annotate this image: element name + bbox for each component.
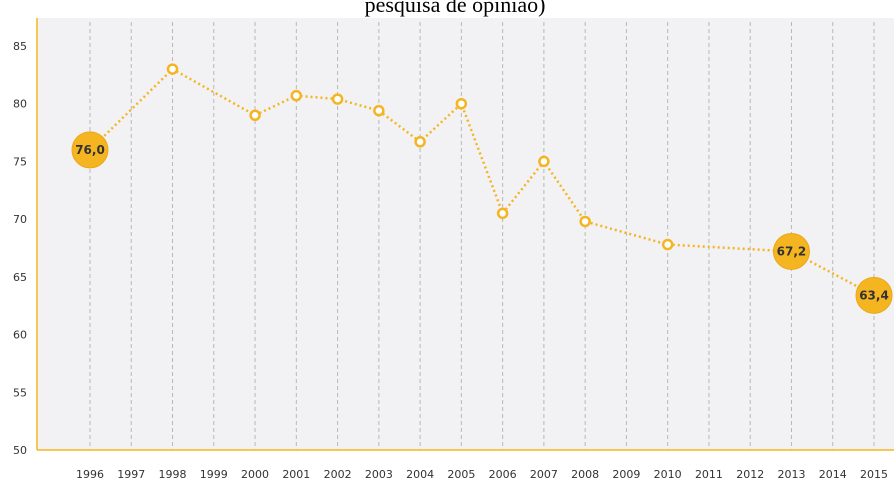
marker xyxy=(331,93,344,105)
x-tick-label: 2011 xyxy=(695,468,723,481)
marker xyxy=(579,215,591,228)
y-tick-label: 85 xyxy=(13,40,27,53)
y-tick-label: 50 xyxy=(13,444,27,457)
y-tick-label: 70 xyxy=(13,213,27,226)
x-tick-label: 2008 xyxy=(571,468,599,481)
marker xyxy=(538,155,550,168)
x-tick-label: 2010 xyxy=(654,468,682,481)
x-tick-label: 2006 xyxy=(489,468,517,481)
marker xyxy=(373,104,385,117)
label-marker xyxy=(772,232,810,270)
y-tick-label: 65 xyxy=(13,271,27,284)
x-tick-label: 2015 xyxy=(860,468,888,481)
x-tick-label: 2012 xyxy=(736,468,764,481)
x-tick-label: 2005 xyxy=(447,468,475,481)
y-tick-label: 60 xyxy=(13,329,27,342)
x-tick-label: 2003 xyxy=(365,468,393,481)
x-tick-label: 2009 xyxy=(612,468,640,481)
marker xyxy=(455,97,468,110)
x-tick-label: 1996 xyxy=(76,468,104,481)
marker xyxy=(496,207,509,220)
x-tick-label: 2001 xyxy=(282,468,310,481)
value-label: 67,2 xyxy=(777,244,807,258)
label-marker xyxy=(71,131,109,169)
x-tick-label: 1999 xyxy=(200,468,228,481)
y-tick-label: 55 xyxy=(13,386,27,399)
x-tick-label: 2004 xyxy=(406,468,434,481)
x-tick-label: 2007 xyxy=(530,468,558,481)
x-tick-label: 2000 xyxy=(241,468,269,481)
value-label: 63,4 xyxy=(859,288,889,302)
y-tick-label: 75 xyxy=(13,155,27,168)
value-label: 76,0 xyxy=(75,143,105,157)
x-tick-label: 2014 xyxy=(819,468,847,481)
plot-background xyxy=(37,18,894,450)
data-line xyxy=(89,67,875,297)
marker xyxy=(290,89,303,102)
label-marker xyxy=(855,276,893,314)
marker xyxy=(414,136,426,148)
chart-title: pesquisa de opinião) xyxy=(365,0,546,17)
x-tick-label: 1998 xyxy=(159,468,187,481)
marker xyxy=(249,109,261,122)
x-tick-label: 2013 xyxy=(777,468,805,481)
marker xyxy=(661,238,674,251)
marker xyxy=(166,63,179,75)
x-tick-label: 1997 xyxy=(117,468,145,481)
x-tick-label: 2002 xyxy=(324,468,352,481)
y-tick-label: 80 xyxy=(13,98,27,111)
